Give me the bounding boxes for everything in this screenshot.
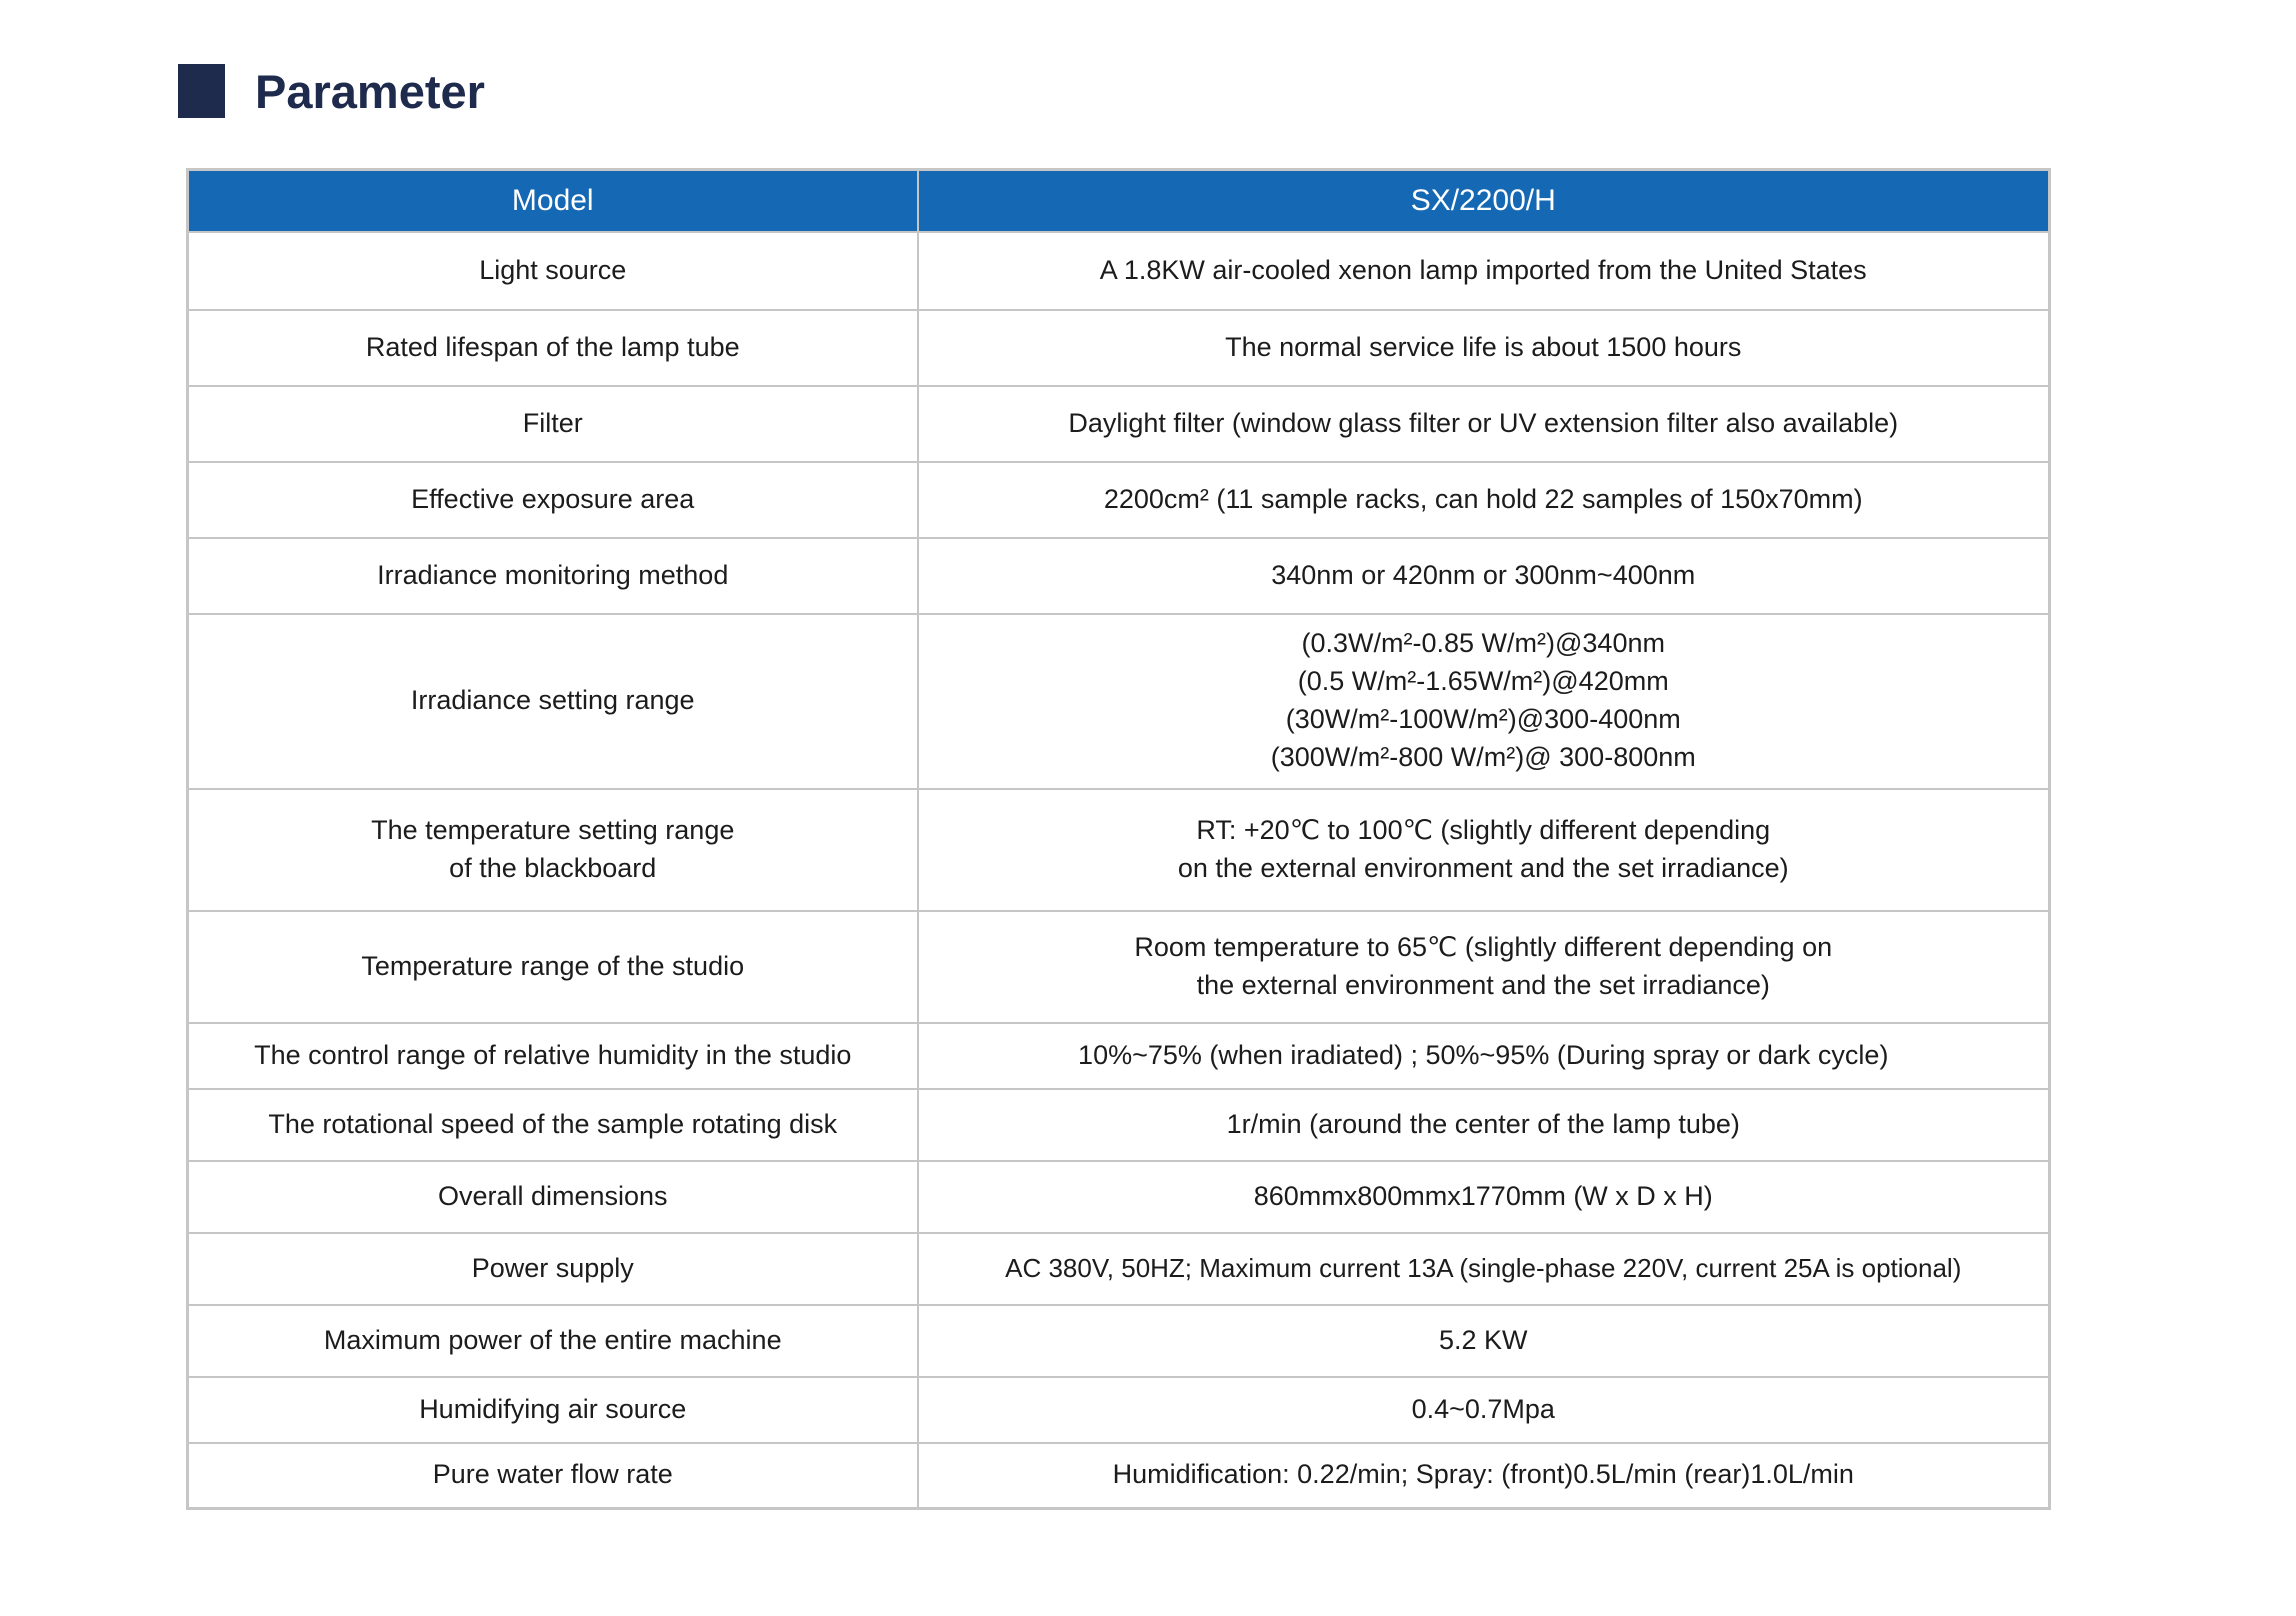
table-row: Pure water flow rate Humidification: 0.22… — [186, 1441, 2051, 1510]
parameter-value-cell: 2200cm² (11 sample racks, can hold 22 sa… — [916, 460, 2051, 539]
parameter-name-cell: The temperature setting range of the bla… — [186, 787, 919, 912]
parameter-name-cell: Rated lifespan of the lamp tube — [186, 308, 919, 387]
parameter-name-cell: Effective exposure area — [186, 460, 919, 539]
table-header-row: Model SX/2200/H — [186, 168, 2051, 233]
header-cell-model-value: SX/2200/H — [916, 168, 2051, 233]
parameter-name-cell: Maximum power of the entire machine — [186, 1303, 919, 1378]
parameter-value-cell: 340nm or 420nm or 300nm~400nm — [916, 536, 2051, 615]
parameter-name-cell: Overall dimensions — [186, 1159, 919, 1234]
table-row: Irradiance monitoring method 340nm or 420… — [186, 536, 2051, 615]
table-row: Power supply AC 380V, 50HZ; Maximum curre… — [186, 1231, 2051, 1306]
header-cell-model: Model — [186, 168, 919, 233]
parameter-value-cell: Humidification: 0.22/min; Spray: (front)… — [916, 1441, 2051, 1510]
parameter-value-cell: 10%~75% (when iradiated) ; 50%~95% (Duri… — [916, 1021, 2051, 1090]
parameter-name-cell: Pure water flow rate — [186, 1441, 919, 1510]
parameter-value-cell: RT: +20℃ to 100℃ (slightly different dep… — [916, 787, 2051, 912]
table-row: Filter Daylight filter (window glass filt… — [186, 384, 2051, 463]
table-row: The rotational speed of the sample rotat… — [186, 1087, 2051, 1162]
parameter-name-cell: Power supply — [186, 1231, 919, 1306]
parameter-name-cell: Irradiance setting range — [186, 612, 919, 790]
parameter-value-cell: 860mmx800mmx1770mm (W x D x H) — [916, 1159, 2051, 1234]
table-row: Light source A 1.8KW air-cooled xenon lam… — [186, 230, 2051, 311]
parameter-value-cell: 5.2 KW — [916, 1303, 2051, 1378]
parameter-name-cell: Light source — [186, 230, 919, 311]
page-title: Parameter — [255, 64, 485, 118]
parameter-name-cell: Filter — [186, 384, 919, 463]
parameter-value-cell: Room temperature to 65℃ (slightly differ… — [916, 909, 2051, 1024]
table-row: The temperature setting range of the bla… — [186, 787, 2051, 912]
table-row: The control range of relative humidity i… — [186, 1021, 2051, 1090]
parameter-table: Model SX/2200/H Light source A 1.8KW air-… — [186, 168, 2051, 1510]
table-row: Overall dimensions 860mmx800mmx1770mm (W … — [186, 1159, 2051, 1234]
parameter-value-cell: The normal service life is about 1500 ho… — [916, 308, 2051, 387]
parameter-value-cell: (0.3W/m²-0.85 W/m²)@340nm (0.5 W/m²-1.65… — [916, 612, 2051, 790]
table-row: Rated lifespan of the lamp tube The norma… — [186, 308, 2051, 387]
parameter-name-cell: Humidifying air source — [186, 1375, 919, 1444]
table-row: Irradiance setting range (0.3W/m²-0.85 W/… — [186, 612, 2051, 790]
parameter-name-cell: The rotational speed of the sample rotat… — [186, 1087, 919, 1162]
parameter-value-cell: 1r/min (around the center of the lamp tu… — [916, 1087, 2051, 1162]
parameter-value-cell: A 1.8KW air-cooled xenon lamp imported f… — [916, 230, 2051, 311]
table-row: Temperature range of the studio Room temp… — [186, 909, 2051, 1024]
parameter-value-cell: 0.4~0.7Mpa — [916, 1375, 2051, 1444]
table-row: Effective exposure area 2200cm² (11 sampl… — [186, 460, 2051, 539]
parameter-value-cell: AC 380V, 50HZ; Maximum current 13A (sing… — [916, 1231, 2051, 1306]
title-bullet-square-icon — [178, 64, 225, 118]
parameter-name-cell: The control range of relative humidity i… — [186, 1021, 919, 1090]
parameter-table-body: Light source A 1.8KW air-cooled xenon lam… — [186, 230, 2051, 1510]
parameter-value-cell: Daylight filter (window glass filter or … — [916, 384, 2051, 463]
table-row: Maximum power of the entire machine 5.2 K… — [186, 1303, 2051, 1378]
parameter-name-cell: Temperature range of the studio — [186, 909, 919, 1024]
table-row: Humidifying air source 0.4~0.7Mpa — [186, 1375, 2051, 1444]
section-title: Parameter — [178, 64, 485, 118]
parameter-name-cell: Irradiance monitoring method — [186, 536, 919, 615]
